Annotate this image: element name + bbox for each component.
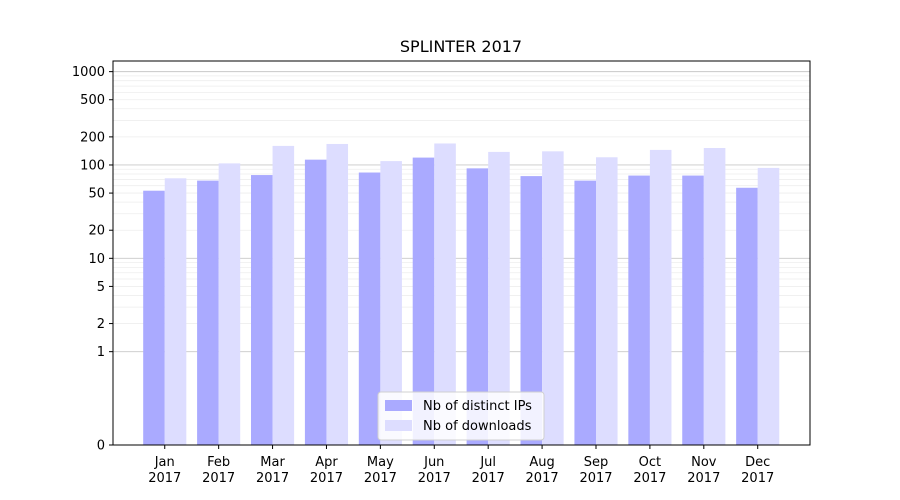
y-tick-label: 50 bbox=[88, 187, 105, 202]
y-tick-label: 20 bbox=[88, 224, 105, 239]
legend-label: Nb of distinct IPs bbox=[423, 399, 532, 414]
bar-distinct-ips bbox=[412, 157, 435, 446]
x-tick-label: Mar 2017 bbox=[256, 455, 289, 486]
x-tick-label: Oct 2017 bbox=[633, 455, 666, 486]
bar-downloads bbox=[434, 143, 456, 445]
x-tick-label: Dec 2017 bbox=[741, 455, 774, 486]
y-tick-label: 2 bbox=[97, 317, 105, 332]
axes-layer: 0 1 2 5 10 20 50 100 200 500 1000 Jan 2017 Feb 2017 Mar… bbox=[72, 60, 811, 486]
bar-distinct-ips bbox=[358, 172, 381, 446]
bar-distinct-ips bbox=[197, 180, 219, 445]
bar-distinct-ips bbox=[304, 159, 327, 445]
bar-downloads bbox=[380, 161, 402, 446]
x-tick-label: Jun 2017 bbox=[418, 455, 451, 486]
bar-distinct-ips bbox=[628, 175, 650, 445]
bar-downloads bbox=[272, 145, 295, 445]
bar-downloads bbox=[703, 148, 726, 445]
bar-downloads bbox=[649, 149, 672, 445]
bar-distinct-ips bbox=[250, 175, 273, 445]
y-tick-label: 200 bbox=[80, 130, 105, 145]
bar-downloads bbox=[595, 157, 618, 445]
y-tick-label: 10 bbox=[88, 252, 105, 267]
y-tick-label: 0 bbox=[97, 439, 105, 454]
legend-swatch bbox=[385, 400, 412, 411]
legend-label: Nb of downloads bbox=[423, 419, 532, 434]
bar-downloads bbox=[218, 163, 241, 446]
bar-distinct-ips bbox=[466, 168, 489, 445]
bar-downloads bbox=[757, 167, 780, 446]
bar-distinct-ips bbox=[143, 190, 165, 445]
x-tick-label: Nov 2017 bbox=[687, 455, 720, 486]
y-tick-label: 1 bbox=[97, 345, 105, 360]
x-tick-label: Aug 2017 bbox=[526, 455, 559, 486]
y-tick-label: 5 bbox=[97, 280, 105, 295]
x-tick-label: Jul 2017 bbox=[472, 455, 505, 486]
legend: Nb of distinct IPs Nb of downloads bbox=[377, 391, 545, 441]
plot-frame bbox=[112, 60, 811, 446]
bar-downloads bbox=[542, 151, 564, 445]
legend-box bbox=[377, 391, 545, 441]
y-tick-label: 1000 bbox=[72, 65, 105, 80]
bar-downloads bbox=[326, 143, 349, 445]
x-tick-label: Feb 2017 bbox=[202, 455, 235, 486]
bar-distinct-ips bbox=[736, 187, 758, 445]
bar-distinct-ips bbox=[574, 180, 596, 445]
bar-distinct-ips bbox=[682, 175, 704, 445]
legend-swatch bbox=[385, 420, 412, 431]
x-tick-label: Sep 2017 bbox=[579, 455, 612, 486]
x-tick-label: Jan 2017 bbox=[148, 455, 181, 486]
bar-distinct-ips bbox=[520, 176, 543, 445]
bar-downloads bbox=[488, 151, 510, 445]
y-tick-label: 500 bbox=[80, 93, 105, 108]
bar-downloads bbox=[164, 178, 187, 445]
x-tick-label: May 2017 bbox=[364, 455, 397, 486]
bars-layer bbox=[143, 143, 780, 446]
y-tick-label: 100 bbox=[80, 158, 105, 173]
x-tick-label: Apr 2017 bbox=[310, 455, 343, 486]
chart-title: SPLINTER 2017 bbox=[400, 37, 522, 56]
